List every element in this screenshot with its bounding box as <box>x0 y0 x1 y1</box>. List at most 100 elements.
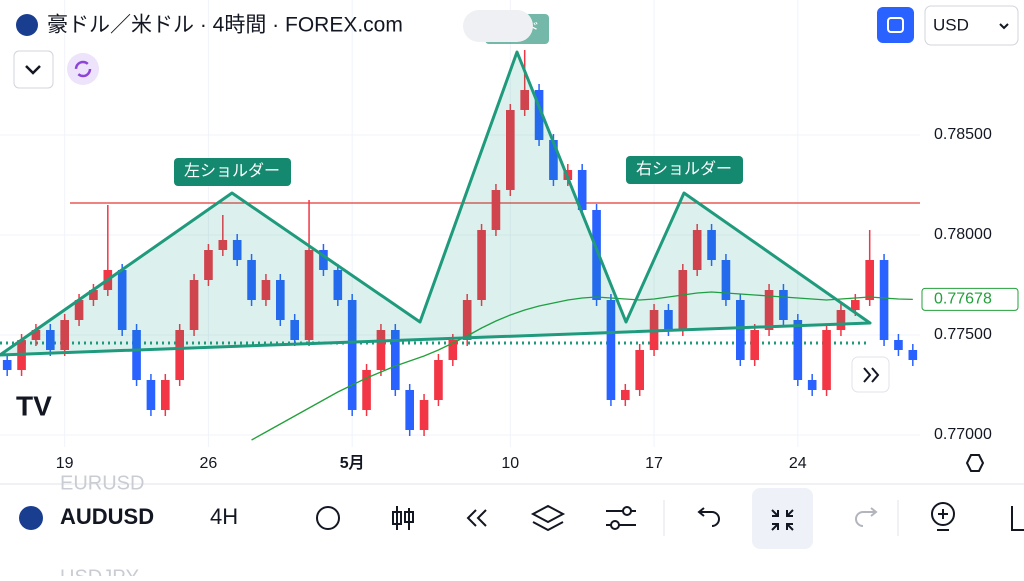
price-label-box <box>921 287 1019 311</box>
candles-icon[interactable] <box>392 506 414 530</box>
chevron <box>999 23 1009 30</box>
candle-body <box>362 370 371 410</box>
candle-body <box>793 320 803 380</box>
layers-icon[interactable] <box>530 504 566 532</box>
candle-body <box>276 280 285 320</box>
candle-body <box>189 280 199 330</box>
annotation-box <box>174 158 291 186</box>
candle-body <box>376 330 386 370</box>
x-tick-label: 19 <box>56 455 74 472</box>
candle-body <box>232 240 242 260</box>
candle-body <box>635 350 644 390</box>
collapse-button[interactable] <box>13 50 54 89</box>
x-tick-label: 24 <box>789 455 807 472</box>
candle-body <box>405 390 414 430</box>
candle-body <box>319 250 328 270</box>
logo: TV <box>16 390 52 421</box>
candle-body <box>549 140 558 180</box>
redo-icon[interactable] <box>855 507 878 527</box>
annotation-text: 左ショルダー <box>184 162 280 180</box>
candle-body <box>879 260 889 340</box>
annotation-text: 右ショルダー <box>636 160 732 178</box>
candle-body <box>491 190 501 230</box>
currency-select[interactable] <box>924 5 1019 46</box>
chevron <box>25 65 41 75</box>
candle-body <box>161 380 170 410</box>
candle-body <box>247 260 256 300</box>
candle-body <box>577 170 587 210</box>
candle-body <box>89 290 98 300</box>
candle-body <box>606 300 616 400</box>
replay-icon[interactable] <box>466 509 487 527</box>
candle-body <box>175 330 184 380</box>
candle-body <box>836 310 846 330</box>
candle-body <box>117 270 127 330</box>
candle-body <box>391 330 400 390</box>
price-label: 0.77678 <box>934 291 992 308</box>
candle-body <box>506 110 515 190</box>
zoom-button[interactable] <box>752 488 813 549</box>
symbol[interactable]: AUDUSD <box>60 504 154 529</box>
head-and-shoulders <box>0 50 872 357</box>
symbol-faded: EURUSD <box>60 472 144 494</box>
candle-body <box>304 250 314 340</box>
flag-icon <box>16 14 38 36</box>
candle-body <box>764 290 774 330</box>
candle-body <box>865 260 874 300</box>
alert-icon[interactable] <box>931 502 955 526</box>
symbol-title: 豪ドル／米ドル · 4時間 · FOREX.com <box>47 14 403 37</box>
candle-body <box>520 90 529 110</box>
candle-body <box>477 230 486 300</box>
flag-icon <box>19 506 43 530</box>
x-tick-label: 26 <box>200 455 218 472</box>
candle-body <box>347 300 357 410</box>
refresh-button[interactable] <box>67 53 99 85</box>
candle-body <box>434 360 443 400</box>
candle-body <box>822 330 831 390</box>
fullscreen-button[interactable] <box>877 7 914 43</box>
y-tick-label: 0.77000 <box>934 426 992 443</box>
symbol-faded: USDJPY <box>60 566 139 576</box>
candle-body <box>31 330 41 340</box>
toolbar-icons <box>316 502 1024 532</box>
icon <box>863 367 880 383</box>
candle-body <box>46 330 55 350</box>
candle-body <box>132 330 141 380</box>
y-tick-label: 0.78500 <box>934 126 992 143</box>
toggle[interactable] <box>463 10 533 42</box>
candle-body <box>534 90 544 140</box>
candle-body <box>736 300 745 360</box>
settings-button[interactable] <box>965 454 985 472</box>
undo-icon[interactable] <box>697 507 720 527</box>
candle-body <box>290 320 299 340</box>
candle-body <box>592 210 601 300</box>
candle-body <box>333 270 343 300</box>
candle-body <box>692 230 702 270</box>
candle-body <box>678 270 688 330</box>
candle-body <box>908 350 918 360</box>
icon <box>74 60 92 78</box>
annotation: 右ショルダー <box>626 156 743 184</box>
moving-average <box>251 291 913 441</box>
candle-body <box>2 360 12 370</box>
candle-body <box>462 300 472 340</box>
clock-icon[interactable] <box>316 506 340 530</box>
candle-body <box>621 390 630 400</box>
candle-body <box>60 320 69 350</box>
candle-body <box>261 280 271 300</box>
annotation-box <box>626 156 743 184</box>
interval[interactable]: 4H <box>210 504 238 529</box>
candle-body <box>419 400 429 430</box>
candle-body <box>218 240 228 250</box>
x-tick-label: 10 <box>501 455 519 472</box>
candle-body <box>664 310 673 330</box>
y-tick-label: 0.77500 <box>934 326 992 343</box>
candle-body <box>707 230 716 260</box>
candle-body <box>894 340 903 350</box>
share-icon[interactable] <box>1011 506 1024 531</box>
candle-body <box>807 380 817 390</box>
currency: USD <box>933 15 969 34</box>
annotation: 左ショルダー <box>174 158 291 186</box>
